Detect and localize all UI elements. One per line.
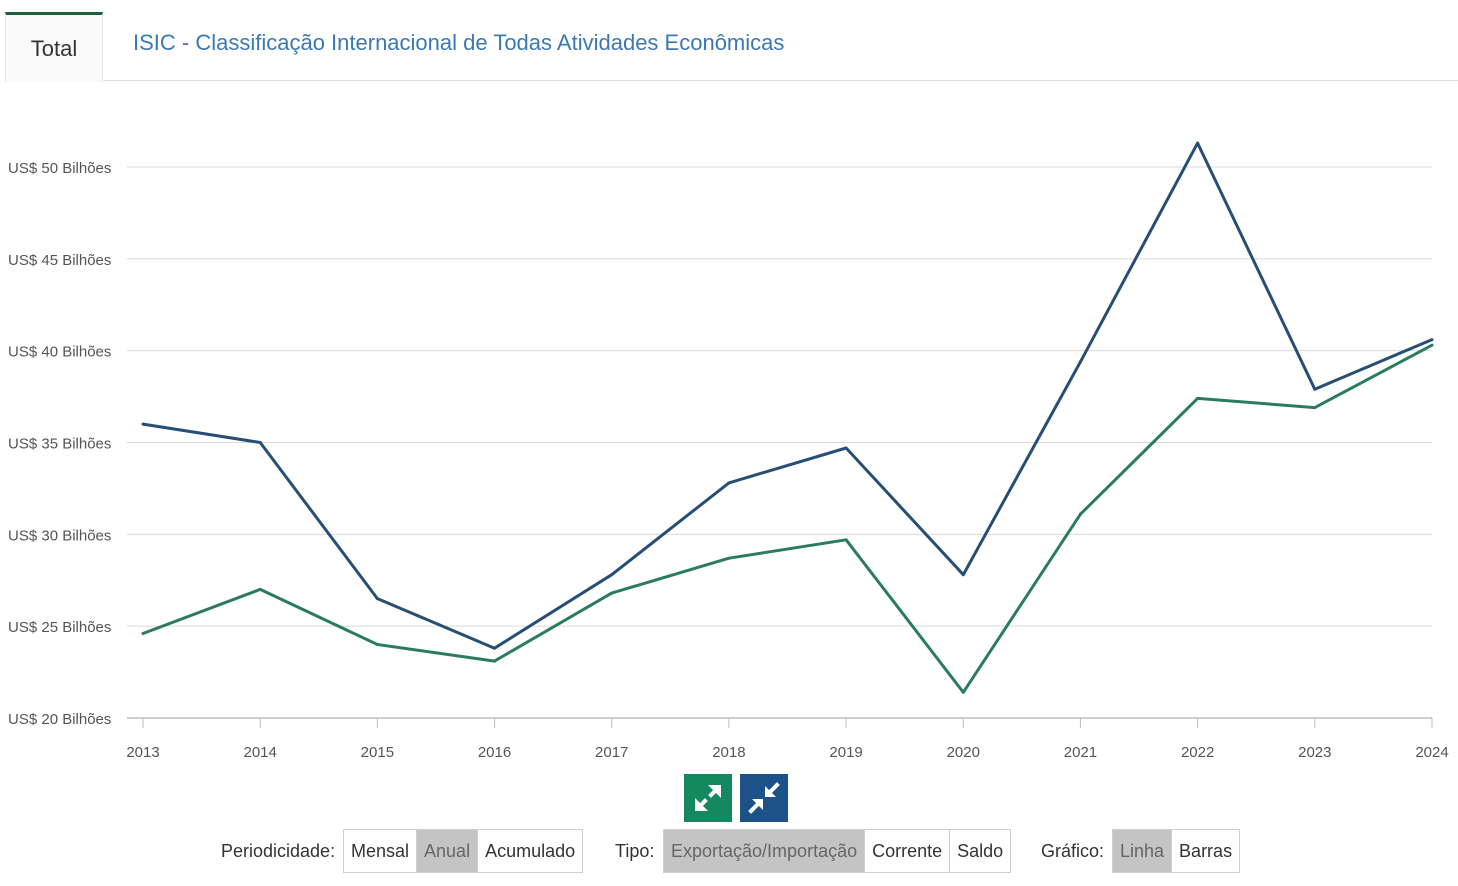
data-point[interactable]: [610, 573, 613, 576]
data-point[interactable]: [962, 573, 965, 576]
periodicidade-anual-button[interactable]: Anual: [417, 830, 478, 872]
data-point[interactable]: [845, 538, 848, 541]
y-tick-label: US$ 20 Bilhões: [8, 711, 111, 728]
x-tick-label: 2021: [1064, 744, 1097, 761]
data-point[interactable]: [1196, 142, 1199, 145]
y-tick-label: US$ 25 Bilhões: [8, 619, 111, 636]
series-line-importação[interactable]: [143, 143, 1432, 648]
grid-lines: [127, 167, 1432, 626]
x-tick-label: 2017: [595, 744, 628, 761]
data-point[interactable]: [727, 557, 730, 560]
data-point[interactable]: [259, 441, 262, 444]
tipo-saldo-button[interactable]: Saldo: [950, 830, 1010, 872]
zoom-compress-button[interactable]: [740, 774, 788, 822]
data-point[interactable]: [1196, 397, 1199, 400]
series-line-exportação[interactable]: [143, 345, 1432, 692]
data-point[interactable]: [259, 588, 262, 591]
y-tick-label: US$ 45 Bilhões: [8, 252, 111, 269]
y-tick-label: US$ 50 Bilhões: [8, 160, 111, 177]
x-tick-label: 2018: [712, 744, 745, 761]
grafico-barras-button[interactable]: Barras: [1172, 830, 1239, 872]
data-point[interactable]: [142, 423, 145, 426]
grafico-label: Gráfico:: [1041, 829, 1104, 873]
line-chart: US$ 20 Bilhões US$ 25 Bilhões US$ 30 Bilhõ…: [0, 0, 1458, 770]
tipo-corrente-button[interactable]: Corrente: [865, 830, 950, 872]
data-point[interactable]: [1079, 360, 1082, 363]
grafico-linha-button[interactable]: Linha: [1113, 830, 1172, 872]
periodicidade-group: Mensal Anual Acumulado: [343, 829, 583, 873]
data-point[interactable]: [1313, 406, 1316, 409]
data-point[interactable]: [493, 660, 496, 663]
data-point[interactable]: [376, 597, 379, 600]
data-point[interactable]: [845, 447, 848, 450]
expand-icon: [688, 778, 728, 818]
x-tick-label: 2019: [829, 744, 862, 761]
compress-icon: [744, 778, 784, 818]
x-tick-label: 2023: [1298, 744, 1331, 761]
zoom-expand-button[interactable]: [684, 774, 732, 822]
series-lines: [142, 142, 1434, 694]
tipo-label: Tipo:: [615, 829, 654, 873]
data-point[interactable]: [610, 592, 613, 595]
tipo-group: Exportação/Importação Corrente Saldo: [663, 829, 1011, 873]
tipo-exportacao-importacao-button[interactable]: Exportação/Importação: [664, 830, 865, 872]
y-tick-label: US$ 35 Bilhões: [8, 436, 111, 453]
periodicidade-label: Periodicidade:: [221, 829, 335, 873]
data-point[interactable]: [493, 647, 496, 650]
grafico-group: Linha Barras: [1112, 829, 1240, 873]
data-point[interactable]: [1431, 344, 1434, 347]
x-tick-label: 2013: [126, 744, 159, 761]
periodicidade-mensal-button[interactable]: Mensal: [344, 830, 417, 872]
y-tick-label: US$ 30 Bilhões: [8, 527, 111, 544]
data-point[interactable]: [376, 643, 379, 646]
data-point[interactable]: [1079, 513, 1082, 516]
x-tick-label: 2020: [947, 744, 980, 761]
y-tick-label: US$ 40 Bilhões: [8, 344, 111, 361]
y-axis-labels: US$ 20 Bilhões US$ 25 Bilhões US$ 30 Bilhõ…: [8, 160, 111, 728]
x-tick-label: 2014: [243, 744, 276, 761]
data-point[interactable]: [142, 632, 145, 635]
data-point[interactable]: [962, 691, 965, 694]
x-tick-label: 2022: [1181, 744, 1214, 761]
periodicidade-acumulado-button[interactable]: Acumulado: [478, 830, 582, 872]
x-tick-label: 2024: [1415, 744, 1448, 761]
x-tick-label: 2016: [478, 744, 511, 761]
x-tick-label: 2015: [361, 744, 394, 761]
x-axis: 2013 2014 2015 2016 2017 2018 2019 2020 2021 2022…: [126, 718, 1448, 761]
data-point[interactable]: [727, 481, 730, 484]
data-point[interactable]: [1313, 388, 1316, 391]
data-point[interactable]: [1431, 338, 1434, 341]
